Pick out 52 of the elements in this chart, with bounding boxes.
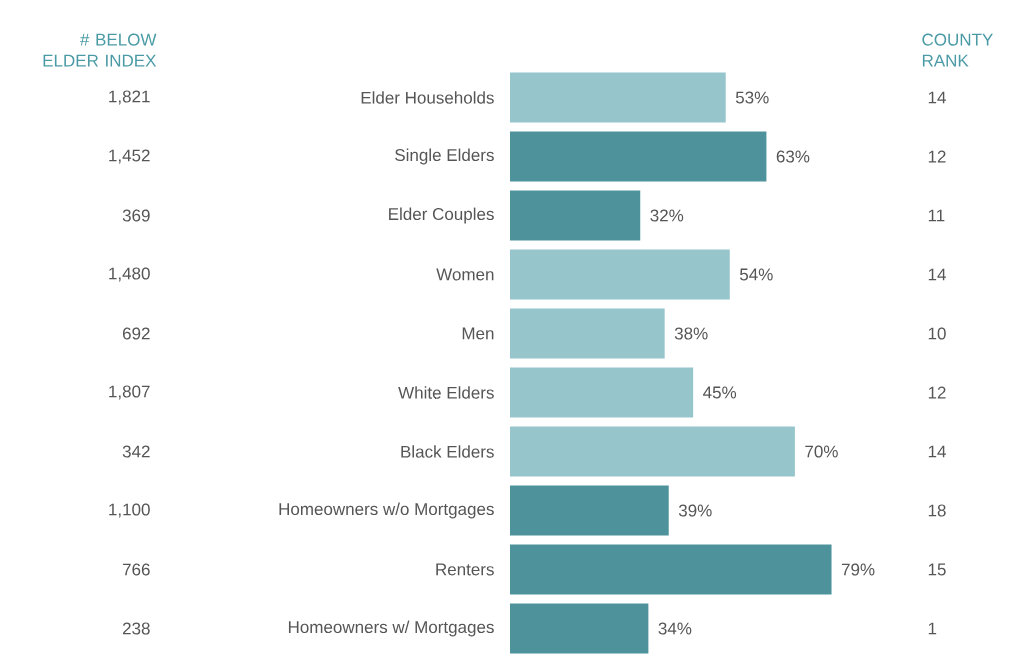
text: 1,480	[109, 267, 150, 282]
text: 1,821	[109, 90, 150, 105]
text: 12	[928, 150, 946, 163]
text: 1,807	[109, 385, 150, 400]
text: 10	[928, 327, 946, 340]
data-label: 32%	[650, 209, 684, 222]
y-tick-label: Homeowners w/ Mortgages	[288, 620, 494, 637]
text: 1	[928, 622, 937, 635]
y-tick-label: Renters	[436, 563, 494, 576]
text: # BELOW ELDER INDEX	[43, 33, 157, 67]
text: 15	[928, 563, 946, 576]
bar	[510, 249, 730, 300]
y-tick-label: Black Elders	[401, 445, 494, 458]
bar	[510, 426, 795, 477]
text: 14	[928, 268, 946, 281]
bar	[510, 72, 726, 123]
text: 238	[122, 622, 150, 635]
text: 14	[928, 445, 946, 458]
y-tick-label: Women	[436, 268, 494, 281]
text: 766	[122, 563, 150, 576]
data-label: 63%	[776, 150, 810, 163]
bar	[510, 603, 649, 654]
data-label: 34%	[658, 622, 692, 635]
data-label: 70%	[805, 445, 838, 458]
data-label: 45%	[703, 386, 737, 399]
text: 692	[122, 327, 150, 340]
data-label: 79%	[841, 563, 875, 576]
data-label: 39%	[678, 504, 712, 517]
text: 342	[122, 445, 150, 458]
y-tick-label: Elder Households	[361, 91, 494, 104]
y-tick-label: Homeowners w/o Mortgages	[279, 502, 494, 519]
text: COUNTY RANK	[922, 33, 993, 67]
data-label: 53%	[735, 91, 769, 104]
y-tick-label: Men	[462, 327, 494, 340]
y-tick-label: Single Elders	[395, 148, 494, 165]
text: 12	[928, 386, 946, 399]
text: 369	[122, 209, 150, 222]
bar	[510, 190, 641, 241]
text: 11	[928, 209, 945, 222]
bar	[510, 485, 669, 536]
y-tick-label: Elder Couples	[389, 207, 494, 224]
text: 18	[928, 504, 946, 517]
bar	[510, 131, 767, 182]
bar	[510, 308, 665, 359]
data-label: 38%	[674, 327, 708, 340]
text: 1,100	[109, 503, 150, 518]
y-tick-label: White Elders	[398, 386, 494, 399]
text: 14	[928, 91, 946, 104]
data-label: 54%	[739, 268, 773, 281]
bar	[510, 367, 694, 418]
text: 1,452	[109, 149, 150, 164]
bar	[510, 544, 832, 595]
